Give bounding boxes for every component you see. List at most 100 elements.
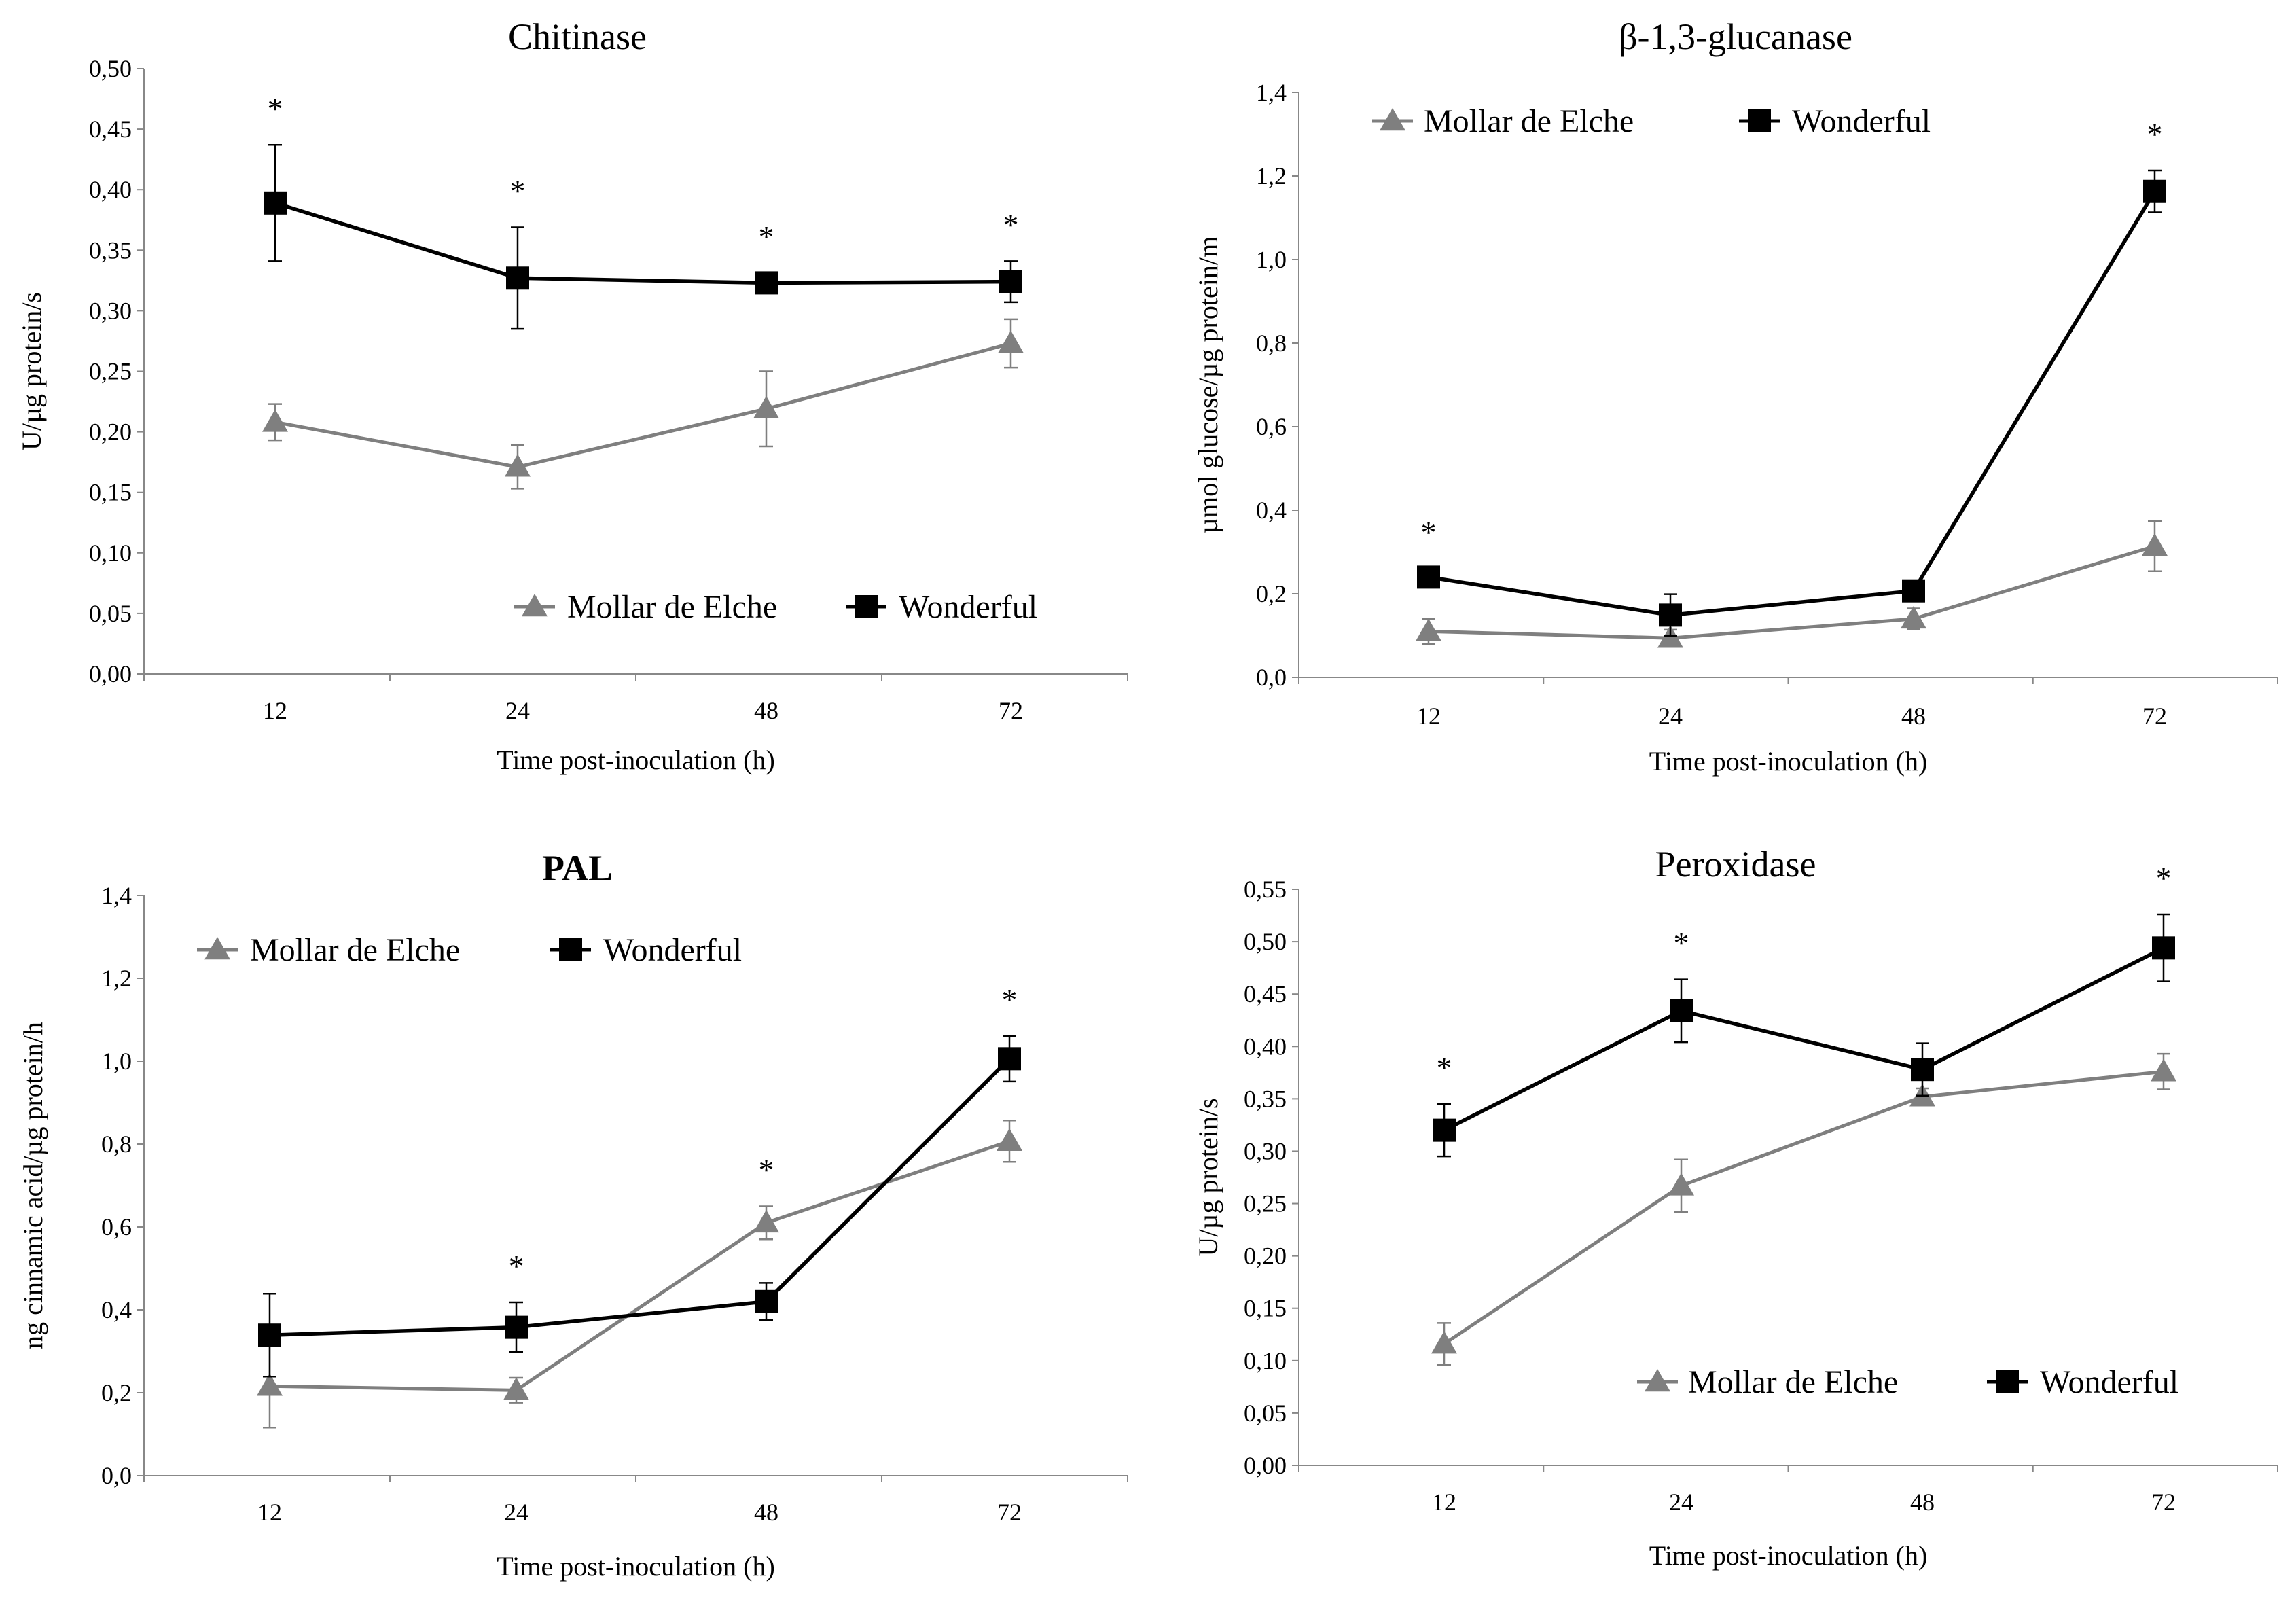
data-point	[999, 270, 1022, 293]
y-tick-label: 0,10	[89, 539, 132, 567]
significance-star: *	[759, 1153, 774, 1188]
legend-marker	[1645, 1369, 1670, 1392]
legend-marker	[522, 594, 548, 617]
data-point	[258, 1323, 281, 1347]
data-point	[264, 191, 287, 215]
y-tick-label: 1,4	[1256, 79, 1287, 106]
data-point	[505, 1315, 528, 1339]
y-tick-label: 0,2	[101, 1379, 132, 1406]
y-tick-label: 0,55	[1244, 876, 1287, 903]
series-line	[269, 1057, 1011, 1337]
significance-star: *	[510, 173, 526, 208]
data-point	[1902, 579, 1925, 603]
legend-marker	[1748, 109, 1771, 132]
y-tick-label: 0,30	[1244, 1137, 1287, 1164]
data-point	[1431, 1331, 1457, 1354]
y-tick-label: 0,6	[1256, 413, 1287, 440]
data-point	[1417, 565, 1440, 589]
x-tick-label: 48	[1910, 1489, 1935, 1516]
x-tick-label: 24	[1669, 1489, 1693, 1516]
x-tick-label: 48	[754, 1499, 778, 1526]
y-tick-label: 0,20	[89, 418, 132, 446]
legend-marker	[1380, 108, 1405, 131]
significance-star: *	[1003, 207, 1019, 242]
legend-label: Mollar de Elche	[567, 589, 777, 625]
y-tick-label: 1,0	[101, 1048, 132, 1075]
legend: Mollar de Elche Wonderful	[197, 932, 742, 968]
y-tick-label: 0,4	[1256, 497, 1287, 524]
data-point	[997, 1128, 1022, 1151]
x-axis-label: Time post-inoculation (h)	[497, 745, 775, 775]
series-line	[1428, 544, 2155, 640]
y-tick-label: 0,25	[89, 358, 132, 385]
y-tick-label: 0,8	[101, 1130, 132, 1158]
x-tick-label: 24	[504, 1499, 528, 1526]
y-tick-label: 0,50	[89, 55, 132, 82]
y-tick-label: 0,50	[1244, 928, 1287, 955]
y-tick-label: 0,40	[89, 176, 132, 203]
series-line	[1428, 190, 2157, 618]
data-point	[1911, 1058, 1934, 1082]
significance-star: *	[509, 1249, 524, 1283]
y-tick-label: 0,0	[101, 1462, 132, 1489]
y-tick-label: 0,0	[1256, 664, 1287, 691]
data-point	[2151, 1058, 2176, 1082]
x-tick-label: 72	[999, 697, 1023, 724]
series-mollar-de-elche	[1431, 1052, 2176, 1366]
significance-star: *	[759, 219, 774, 254]
y-tick-label: 0,15	[89, 479, 132, 506]
x-tick-label: 72	[997, 1499, 1022, 1526]
series-mollar-de-elche	[262, 318, 1024, 490]
significance-star: *	[2156, 861, 2172, 895]
data-point	[257, 1373, 283, 1396]
data-point	[506, 266, 529, 290]
series-line	[269, 1139, 1010, 1392]
chart-title: PAL	[542, 848, 613, 889]
y-tick-label: 0,2	[1256, 580, 1287, 607]
data-point	[998, 330, 1024, 353]
y-axis-label: µmol glucose/µg protein/m	[1193, 236, 1223, 533]
y-tick-label: 1,2	[1256, 162, 1287, 190]
data-point	[2142, 533, 2168, 556]
series-mollar-de-elche	[1416, 520, 2168, 648]
y-tick-label: 1,0	[1256, 246, 1287, 273]
data-point	[503, 1377, 529, 1400]
legend-label: Mollar de Elche	[1424, 103, 1634, 139]
series-line	[1443, 1069, 2164, 1346]
x-tick-label: 12	[257, 1499, 282, 1526]
x-tick-label: 24	[1658, 702, 1683, 730]
legend: Mollar de Elche Wonderful	[1372, 103, 1931, 139]
data-point	[1668, 1173, 1694, 1196]
chart-title: Chitinase	[508, 16, 647, 57]
legend-label: Wonderful	[603, 932, 742, 968]
data-point	[755, 1289, 778, 1313]
y-axis-label: ng cinnamic acid/µg protein/h	[18, 1022, 48, 1349]
series-line	[274, 342, 1011, 469]
series-mollar-de-elche	[257, 1119, 1022, 1429]
y-tick-label: 0,05	[1244, 1400, 1287, 1427]
legend-label: Mollar de Elche	[250, 932, 460, 968]
y-tick-label: 0,4	[101, 1296, 132, 1323]
legend-marker	[204, 937, 230, 960]
y-tick-label: 0,00	[1244, 1452, 1287, 1479]
y-tick-label: 0,00	[89, 660, 132, 688]
data-point	[755, 271, 778, 295]
data-point	[1433, 1118, 1456, 1142]
significance-star: *	[1437, 1050, 1452, 1085]
y-axis-label: U/µg protein/s	[16, 292, 47, 450]
y-tick-label: 0,30	[89, 297, 132, 324]
series-wonderful	[1417, 169, 2166, 637]
data-point	[753, 395, 779, 418]
legend-label: Wonderful	[1792, 103, 1931, 139]
legend-marker	[855, 595, 878, 618]
significance-star: *	[268, 91, 283, 126]
series-line	[1443, 946, 2165, 1133]
data-point	[262, 409, 288, 432]
y-tick-label: 1,4	[101, 882, 132, 909]
y-tick-label: 0,15	[1244, 1295, 1287, 1322]
series-line	[274, 201, 1011, 285]
y-tick-label: 0,45	[1244, 980, 1287, 1008]
chart-title: Peroxidase	[1655, 844, 1816, 885]
data-point	[1659, 603, 1682, 627]
